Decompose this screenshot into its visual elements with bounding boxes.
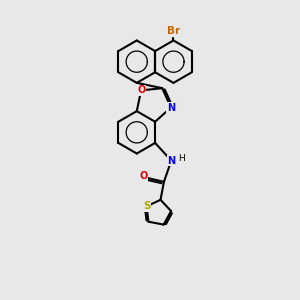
Text: N: N bbox=[167, 103, 175, 112]
Text: N: N bbox=[167, 156, 176, 166]
Text: H: H bbox=[178, 154, 184, 163]
Text: O: O bbox=[139, 171, 148, 181]
Text: S: S bbox=[143, 201, 150, 212]
Text: O: O bbox=[137, 85, 145, 95]
Text: Br: Br bbox=[167, 26, 180, 36]
